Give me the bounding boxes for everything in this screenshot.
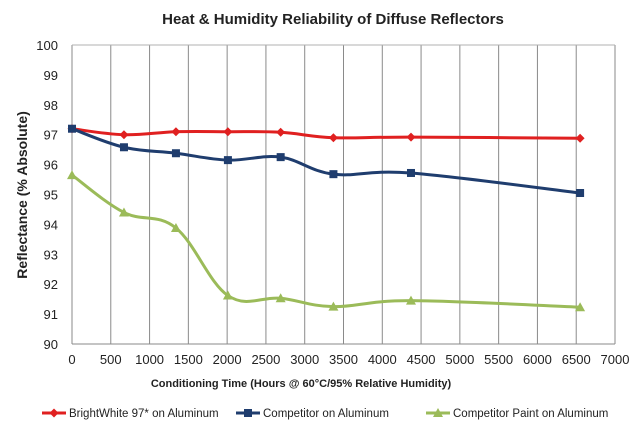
x-axis-label: Conditioning Time (Hours @ 60°C/95% Rela…: [151, 378, 452, 390]
data-point: [576, 189, 585, 198]
x-tick-label: 4500: [407, 352, 436, 367]
data-point: [575, 133, 585, 143]
data-point: [328, 301, 339, 311]
data-point: [328, 133, 338, 143]
data-point: [171, 149, 180, 158]
x-tick-label: 1000: [135, 352, 164, 367]
series-line: [71, 173, 581, 309]
x-tick-label: 3000: [290, 352, 319, 367]
legend-marker: [433, 408, 443, 417]
data-point: [405, 295, 416, 305]
series-line: [71, 127, 581, 140]
y-tick-label: 94: [44, 217, 58, 232]
data-point: [170, 222, 181, 232]
x-tick-labels: 0 500 1000 1500 2000 2500 3000 3500 4000 4500 5000…: [68, 352, 629, 367]
series-2: [67, 170, 586, 312]
x-tick-label: 0: [68, 352, 75, 367]
legend-label: BrightWhite 97* on Aluminum: [69, 408, 219, 420]
y-tick-label: 96: [44, 158, 58, 173]
legend-item: BrightWhite 97* on Aluminum: [42, 408, 219, 420]
legend-label: Competitor Paint on Aluminum: [453, 408, 608, 420]
y-tick-label: 91: [44, 307, 58, 322]
data-point: [276, 153, 285, 162]
x-tick-label: 4000: [368, 352, 397, 367]
data-point: [575, 302, 586, 312]
legend-marker: [49, 408, 59, 418]
data-point: [406, 132, 416, 142]
data-point: [275, 293, 286, 303]
y-axis-label: Reflectance (% Absolute): [14, 111, 30, 279]
y-tick-label: 90: [44, 337, 58, 352]
grid: [110, 45, 616, 344]
axes: [71, 44, 615, 345]
y-tick-label: 97: [44, 128, 58, 143]
x-tick-label: 2500: [251, 352, 280, 367]
legend-marker: [244, 409, 252, 417]
legend-label: Competitor on Aluminum: [263, 408, 389, 420]
data-point: [171, 127, 181, 137]
y-tick-label: 92: [44, 277, 58, 292]
y-tick-label: 100: [36, 38, 58, 53]
chart-title: Heat & Humidity Reliability of Diffuse R…: [162, 11, 504, 28]
data-point: [406, 168, 415, 177]
data-point: [118, 207, 129, 217]
data-point: [67, 170, 77, 180]
x-tick-label: 5000: [445, 352, 474, 367]
series-1: [68, 124, 585, 198]
x-tick-label: 1500: [174, 352, 203, 367]
x-tick-label: 2000: [213, 352, 242, 367]
data-point: [223, 127, 233, 137]
data-point: [222, 290, 233, 300]
data-point: [223, 156, 232, 165]
legend-item: Competitor on Aluminum: [236, 408, 389, 420]
data-point: [119, 130, 129, 140]
x-tick-label: 5500: [484, 352, 513, 367]
y-tick-label: 99: [44, 68, 58, 83]
x-tick-label: 3500: [329, 352, 358, 367]
series-layer: [67, 124, 586, 312]
data-point: [276, 127, 286, 137]
y-tick-label: 95: [44, 188, 58, 203]
y-tick-label: 98: [44, 98, 58, 113]
y-tick-label: 93: [44, 247, 58, 262]
legend-item: Competitor Paint on Aluminum: [426, 408, 608, 420]
series-0: [67, 124, 585, 143]
data-point: [68, 124, 76, 133]
x-tick-label: 500: [100, 352, 122, 367]
y-tick-labels: 90 91 92 93 94 95 96 97 98 99 100: [36, 38, 58, 352]
x-tick-label: 6500: [562, 352, 591, 367]
legend: BrightWhite 97* on Aluminum Competitor on…: [42, 408, 608, 420]
data-point: [119, 143, 128, 152]
x-tick-label: 6000: [523, 352, 552, 367]
data-point: [329, 170, 338, 179]
x-tick-label: 7000: [601, 352, 630, 367]
